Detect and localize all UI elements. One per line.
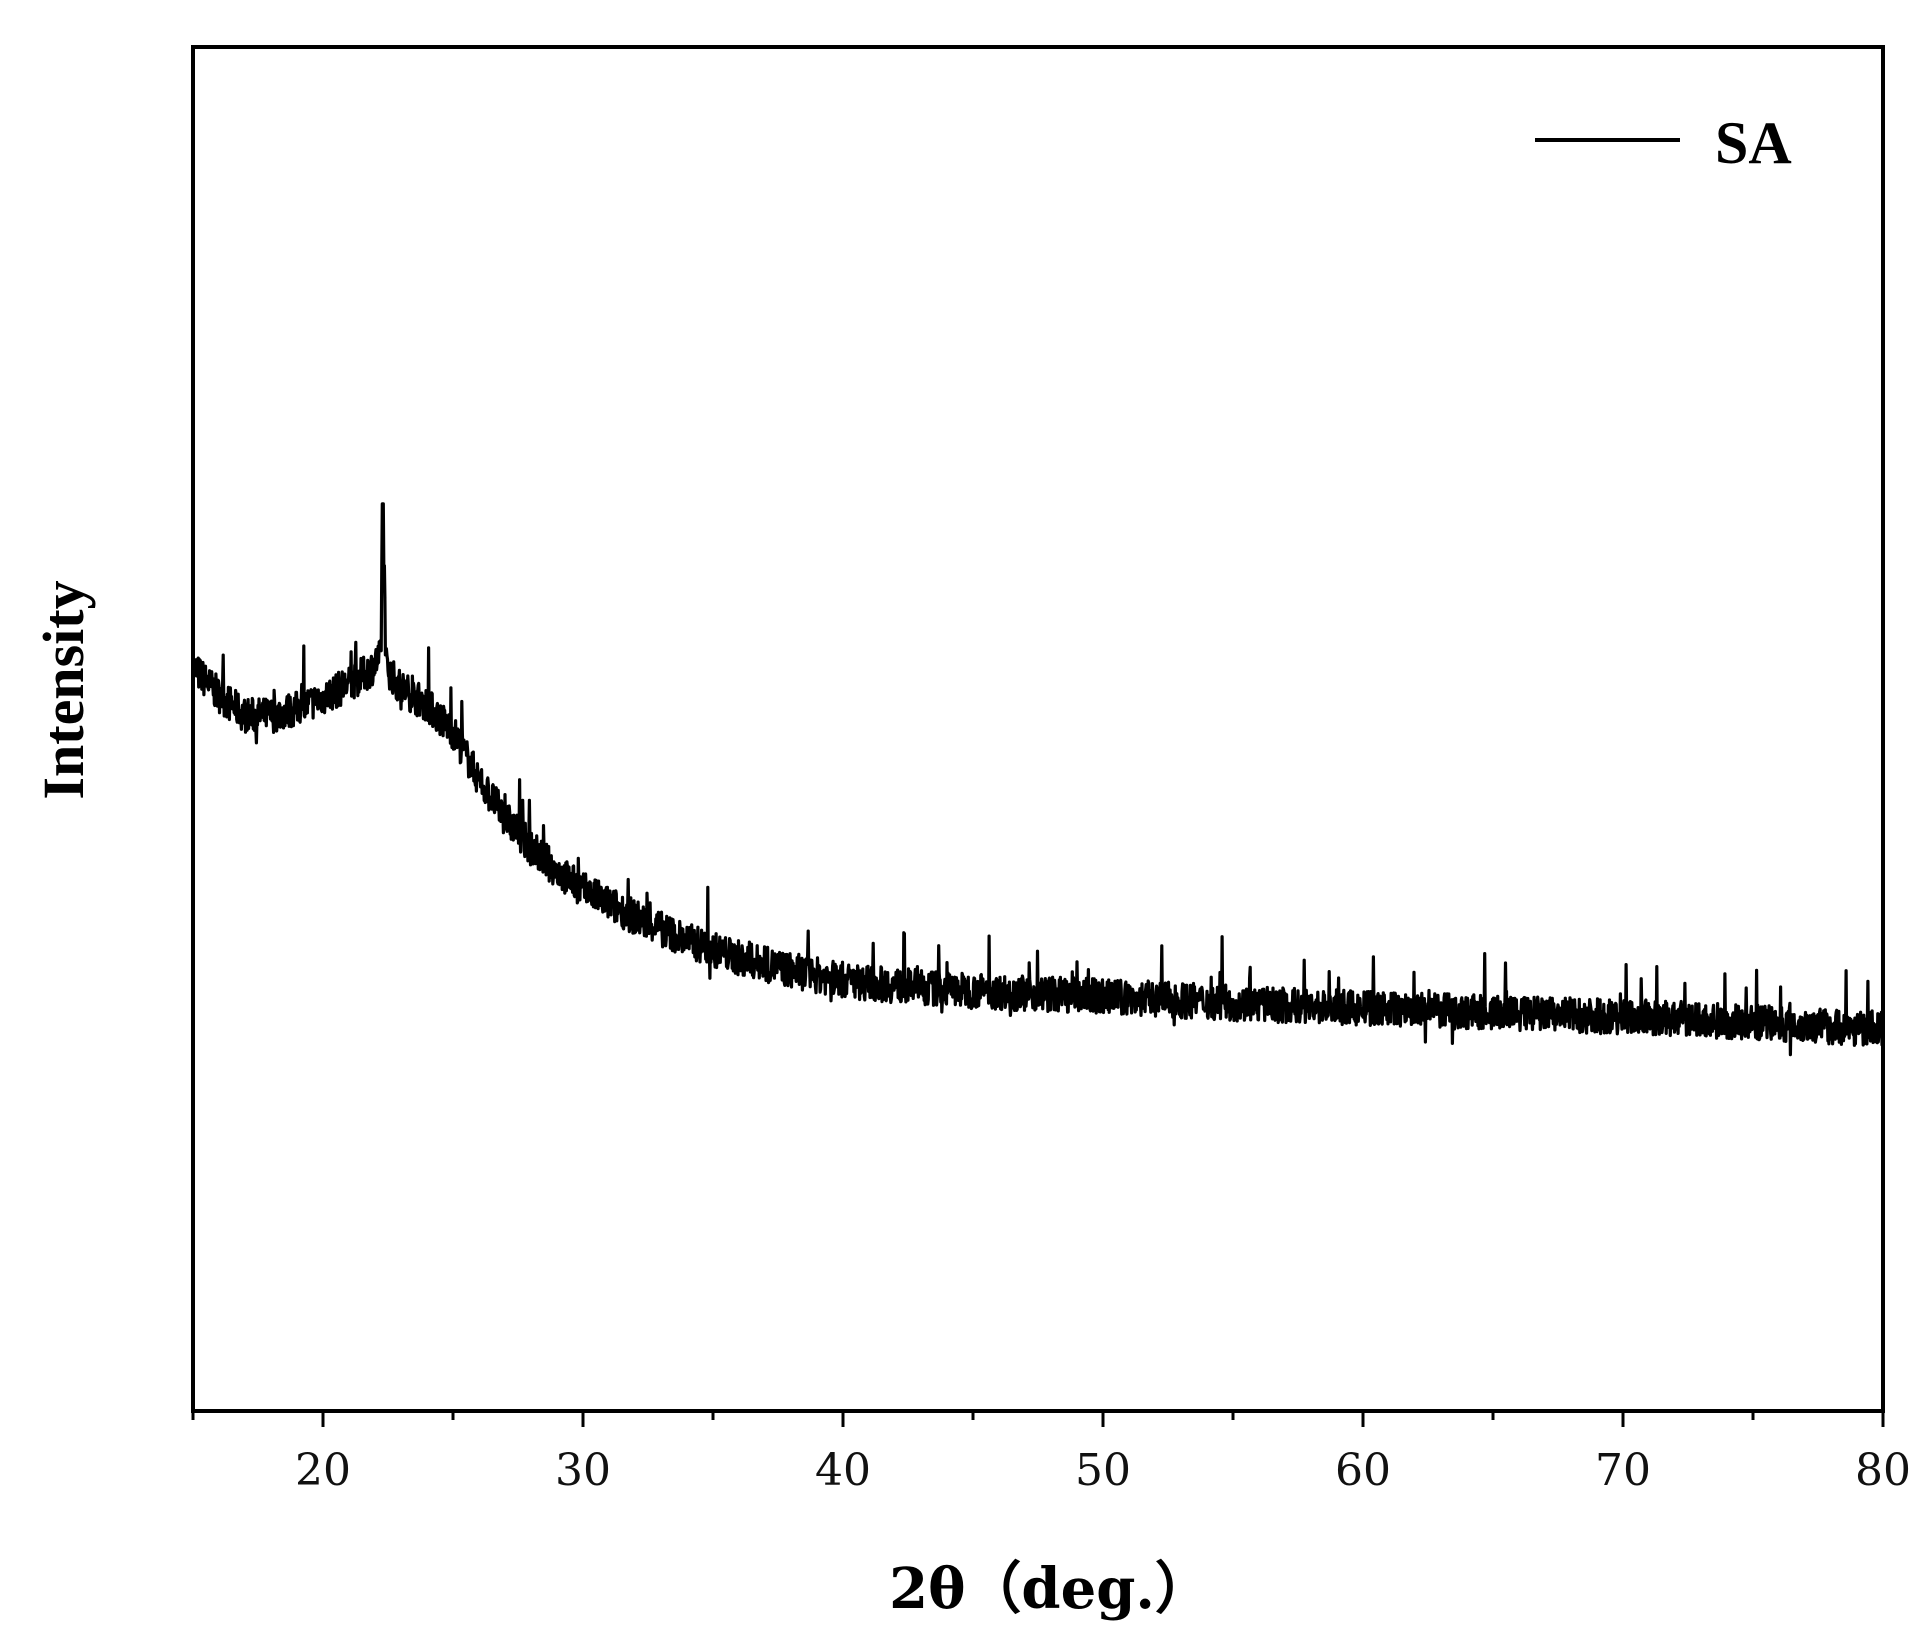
x-tick-label-70: 70: [1595, 1445, 1651, 1496]
x-tick-label-40: 40: [815, 1445, 871, 1496]
plot-frame: [191, 45, 1885, 1413]
x-tick-label-60: 60: [1335, 1445, 1391, 1496]
x-tick-label-80: 80: [1855, 1445, 1911, 1496]
x-axis-tick-labels: 20 30 40 50 60 70 80: [295, 1445, 1911, 1496]
x-tick-label-20: 20: [295, 1445, 351, 1496]
x-tick-label-30: 30: [555, 1445, 611, 1496]
series-line-sa: [191, 502, 1885, 1057]
y-axis-title: Intensity: [31, 580, 96, 799]
x-axis-ticks: [191, 1411, 1885, 1427]
legend-label-sa: SA: [1715, 110, 1792, 176]
x-axis-title: 2θ（deg.）: [889, 1556, 1211, 1622]
x-tick-label-50: 50: [1075, 1445, 1131, 1496]
